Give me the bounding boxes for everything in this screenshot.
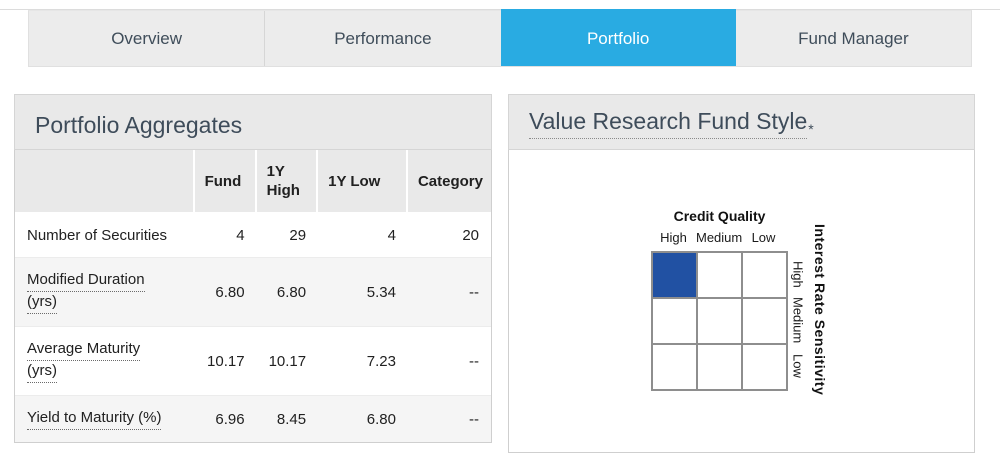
table-row-yield-to-maturity: Yield to Maturity (%) 6.96 8.45 6.80 -- xyxy=(15,395,491,442)
tab-overview[interactable]: Overview xyxy=(111,28,183,48)
value-1y-low: 6.80 xyxy=(318,395,408,442)
style-cell xyxy=(697,298,742,344)
value-1y-high: 10.17 xyxy=(256,326,319,395)
col-header-1y-high: 1Y High xyxy=(256,150,319,214)
top-divider xyxy=(0,0,1000,10)
style-cell xyxy=(742,298,787,344)
style-cell xyxy=(652,344,697,390)
credit-quality-axis-label: Credit Quality xyxy=(673,208,766,224)
row-label-tooltip[interactable]: Modified Duration (yrs) xyxy=(27,270,183,314)
row-label-high: High xyxy=(790,260,806,288)
value-fund: 6.80 xyxy=(194,257,257,326)
footnote-asterisk: * xyxy=(808,121,814,137)
style-cell xyxy=(742,252,787,298)
style-cell-high-high-selected xyxy=(652,252,697,298)
value-1y-low: 7.23 xyxy=(318,326,408,395)
interest-rate-sensitivity-axis-label: Interest Rate Sensitivity xyxy=(812,224,828,396)
value-category: -- xyxy=(407,257,491,326)
portfolio-aggregates-header: Portfolio Aggregates xyxy=(14,94,492,150)
interest-rate-row-labels: High Medium Low xyxy=(788,251,808,452)
aggregates-table-wrap: Fund 1Y High 1Y Low Category Number of S… xyxy=(14,150,492,443)
portfolio-content: Portfolio Aggregates Fund 1Y High 1Y Low… xyxy=(14,94,975,453)
table-row-average-maturity: Average Maturity (yrs) 10.17 10.17 7.23 … xyxy=(15,326,491,395)
portfolio-aggregates-title: Portfolio Aggregates xyxy=(35,112,243,138)
row-label-tooltip[interactable]: Average Maturity (yrs) xyxy=(27,339,183,383)
row-label: Number of Securities xyxy=(27,227,168,244)
value-1y-high: 6.80 xyxy=(256,257,319,326)
fund-style-header: Value Research Fund Style * xyxy=(508,94,975,150)
value-1y-high: 8.45 xyxy=(256,395,319,442)
tab-portfolio[interactable]: Portfolio xyxy=(500,11,736,66)
fund-style-panel: Value Research Fund Style * Credit Qualit… xyxy=(508,94,975,453)
style-cell xyxy=(652,298,697,344)
col-header-category: Category xyxy=(407,150,491,214)
aggregates-header-row: Fund 1Y High 1Y Low Category xyxy=(15,150,491,214)
tab-bar: Overview Performance Portfolio Fund Mana… xyxy=(28,10,972,67)
fund-style-box: Credit Quality High Medium Low xyxy=(508,150,975,453)
table-row-number-of-securities: Number of Securities 4 29 4 20 xyxy=(15,214,491,257)
value-fund: 6.96 xyxy=(194,395,257,442)
style-grid xyxy=(651,251,788,391)
table-row-modified-duration: Modified Duration (yrs) 6.80 6.80 5.34 -… xyxy=(15,257,491,326)
col-label-medium: Medium xyxy=(696,230,743,245)
col-header-blank xyxy=(15,150,195,214)
value-fund: 4 xyxy=(236,227,245,244)
style-cell xyxy=(742,344,787,390)
value-1y-low: 4 xyxy=(387,227,396,244)
value-1y-high: 29 xyxy=(289,227,307,244)
fund-style-grid-figure: Credit Quality High Medium Low xyxy=(651,208,832,452)
tab-performance[interactable]: Performance xyxy=(264,11,500,66)
tab-fund-manager[interactable]: Fund Manager xyxy=(798,28,909,48)
col-label-low: Low xyxy=(751,230,776,245)
row-label-low: Low xyxy=(790,354,806,378)
col-header-1y-low: 1Y Low xyxy=(318,150,408,214)
value-category: -- xyxy=(407,395,491,442)
col-label-high: High xyxy=(660,230,687,245)
portfolio-aggregates-panel: Portfolio Aggregates Fund 1Y High 1Y Low… xyxy=(14,94,492,443)
value-category: -- xyxy=(407,326,491,395)
aggregates-table: Fund 1Y High 1Y Low Category Number of S… xyxy=(15,150,491,442)
fund-style-title[interactable]: Value Research Fund Style xyxy=(529,108,808,139)
style-cell xyxy=(697,252,742,298)
credit-quality-column-labels: High Medium Low xyxy=(651,230,788,245)
value-1y-low: 5.34 xyxy=(318,257,408,326)
col-header-fund: Fund xyxy=(194,150,257,214)
row-label-medium: Medium xyxy=(790,296,806,344)
value-category: 20 xyxy=(462,227,479,244)
row-label-tooltip[interactable]: Yield to Maturity (%) xyxy=(27,408,183,430)
value-fund: 10.17 xyxy=(194,326,257,395)
style-cell xyxy=(697,344,742,390)
